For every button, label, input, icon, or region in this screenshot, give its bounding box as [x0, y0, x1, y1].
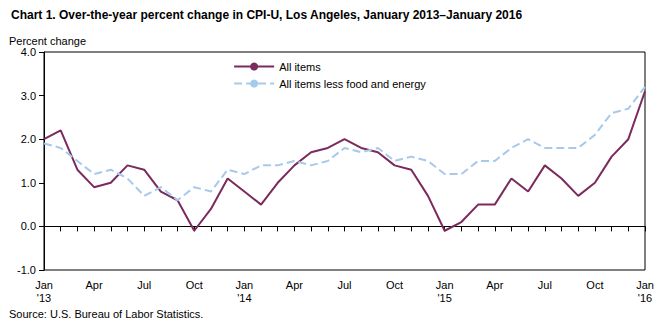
svg-text:2.0: 2.0 — [21, 133, 36, 145]
svg-text:'14: '14 — [237, 292, 251, 304]
svg-text:All items less food and energy: All items less food and energy — [279, 78, 426, 90]
svg-text:Source: U.S. Bureau of Labor S: Source: U.S. Bureau of Labor Statistics. — [9, 308, 203, 320]
svg-text:Oct: Oct — [186, 279, 203, 291]
svg-text:'13: '13 — [37, 292, 51, 304]
svg-text:'15: '15 — [437, 292, 451, 304]
svg-text:1.0: 1.0 — [21, 177, 36, 189]
svg-text:'16: '16 — [638, 292, 652, 304]
svg-text:Oct: Oct — [586, 279, 603, 291]
svg-text:Jul: Jul — [538, 279, 552, 291]
svg-text:Jul: Jul — [337, 279, 351, 291]
svg-text:Apr: Apr — [486, 279, 503, 291]
svg-text:3.0: 3.0 — [21, 90, 36, 102]
svg-text:Apr: Apr — [86, 279, 103, 291]
svg-text:All items: All items — [279, 61, 321, 73]
svg-text:Apr: Apr — [286, 279, 303, 291]
svg-text:Percent change: Percent change — [9, 35, 86, 47]
svg-text:Jan: Jan — [35, 279, 53, 291]
svg-text:Chart 1. Over-the-year percent: Chart 1. Over-the-year percent change in… — [11, 8, 522, 22]
svg-text:Oct: Oct — [386, 279, 403, 291]
svg-text:Jan: Jan — [235, 279, 253, 291]
svg-text:Jan: Jan — [436, 279, 454, 291]
svg-text:4.0: 4.0 — [21, 46, 36, 58]
svg-text:Jan: Jan — [636, 279, 654, 291]
svg-text:Jul: Jul — [137, 279, 151, 291]
svg-text:-1.0: -1.0 — [17, 264, 36, 276]
svg-text:0.0: 0.0 — [21, 220, 36, 232]
